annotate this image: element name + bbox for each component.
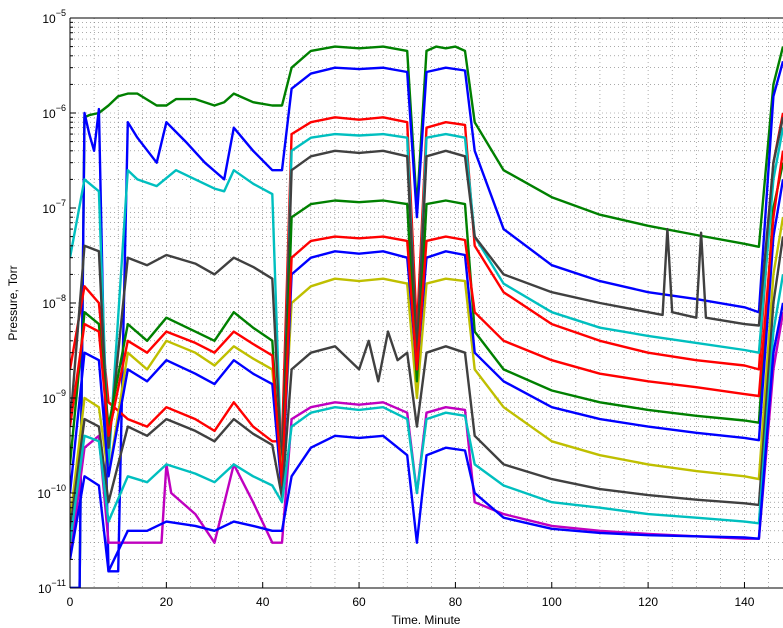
y-tick-label: 10−7 — [42, 198, 66, 216]
series-line-6 — [70, 312, 783, 560]
x-tick-label: 40 — [256, 595, 270, 609]
series-line-7 — [70, 217, 783, 522]
series-line-2 — [70, 60, 783, 588]
series-line-1 — [70, 45, 783, 588]
x-tick-label: 100 — [542, 595, 562, 609]
series-line-10 — [70, 150, 783, 487]
x-tick-labels: 0 20 40 60 80 100 120 140 — [67, 595, 755, 609]
series-line-11 — [70, 236, 783, 531]
y-tick-label: 10−6 — [42, 103, 66, 121]
x-tick-label: 20 — [160, 595, 174, 609]
x-axis-label: Time. Minute — [392, 613, 461, 627]
series-line-12 — [70, 274, 783, 543]
y-axis-label: Pressure, Torr — [6, 265, 20, 340]
x-tick-label: 60 — [352, 595, 366, 609]
y-tick-label: 10−5 — [42, 8, 66, 26]
y-tick-label: 10−11 — [38, 578, 66, 596]
axes — [69, 17, 783, 589]
series-line-4 — [70, 127, 783, 484]
series-line-13 — [70, 302, 783, 573]
series-line-5 — [70, 117, 783, 473]
series-line-8 — [70, 162, 783, 495]
x-tick-label: 140 — [734, 595, 754, 609]
y-tick-label: 10−8 — [42, 293, 66, 311]
grid — [69, 18, 783, 589]
y-tick-label: 10−10 — [37, 483, 66, 501]
x-tick-label: 120 — [638, 595, 658, 609]
series-group — [70, 45, 783, 588]
y-tick-label: 10−9 — [42, 388, 66, 406]
series-line-3 — [70, 112, 783, 443]
x-tick-label: 80 — [449, 595, 463, 609]
x-tick-label: 0 — [67, 595, 74, 609]
series-line-9 — [70, 179, 783, 495]
y-tick-labels: 10−11 10−10 10−9 10−8 10−7 10−6 10−5 — [37, 8, 66, 596]
